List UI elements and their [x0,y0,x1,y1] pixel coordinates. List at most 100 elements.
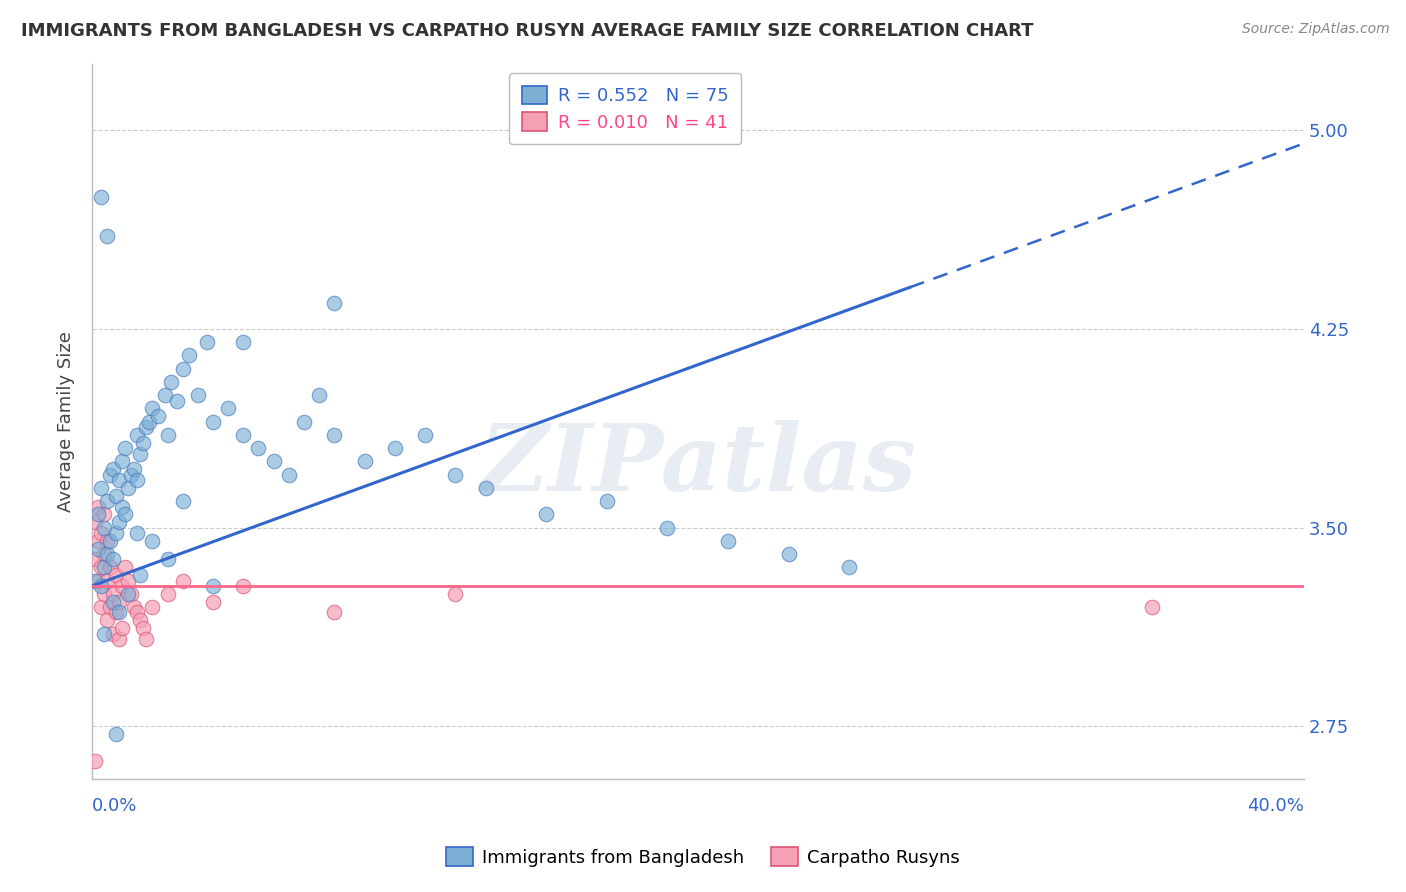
Point [1142,600,1164,615]
Point [87,533,110,548]
Point [120,467,142,482]
Point [129,446,152,460]
Point [98,560,121,574]
Point [96,574,118,588]
Point [93,508,115,522]
Point [98,533,121,548]
Point [108,516,131,530]
Point [444,467,467,482]
Point [111,621,134,635]
Point [108,595,131,609]
Point [101,462,124,476]
Point [717,533,740,548]
Point [111,500,134,514]
Point [83,552,105,566]
Point [536,508,558,522]
Point [232,428,254,442]
Point [93,560,115,574]
Point [657,521,679,535]
Point [172,574,194,588]
Point [87,508,110,522]
Point [105,606,128,620]
Point [132,621,155,635]
Point [202,415,225,429]
Point [96,494,118,508]
Point [141,600,163,615]
Point [111,454,134,468]
Text: 0.0%: 0.0% [91,797,138,815]
Point [122,600,145,615]
Point [108,632,131,646]
Point [132,436,155,450]
Point [263,454,285,468]
Point [127,473,149,487]
Point [308,388,330,402]
Point [90,600,112,615]
Point [323,606,346,620]
Point [172,494,194,508]
Point [217,401,239,416]
Point [101,552,124,566]
Point [83,516,105,530]
Point [114,441,136,455]
Point [778,547,800,561]
Point [87,500,110,514]
Point [93,521,115,535]
Point [195,335,218,350]
Point [93,547,115,561]
Point [127,428,149,442]
Point [108,606,131,620]
Text: IMMIGRANTS FROM BANGLADESH VS CARPATHO RUSYN AVERAGE FAMILY SIZE CORRELATION CHA: IMMIGRANTS FROM BANGLADESH VS CARPATHO R… [21,22,1033,40]
Point [87,541,110,556]
Point [122,462,145,476]
Point [156,587,179,601]
Point [83,754,105,768]
Legend: R = 0.552   N = 75, R = 0.010   N = 41: R = 0.552 N = 75, R = 0.010 N = 41 [509,73,741,145]
Point [96,229,118,244]
Point [156,428,179,442]
Y-axis label: Average Family Size: Average Family Size [58,331,75,512]
Point [93,626,115,640]
Point [413,428,436,442]
Point [135,420,157,434]
Point [148,409,170,424]
Point [96,533,118,548]
Point [129,568,152,582]
Point [129,614,152,628]
Point [166,393,188,408]
Point [108,473,131,487]
Point [111,579,134,593]
Point [117,587,139,601]
Point [838,560,860,574]
Point [90,579,112,593]
Point [120,587,142,601]
Point [156,552,179,566]
Point [135,632,157,646]
Legend: Immigrants from Bangladesh, Carpatho Rusyns: Immigrants from Bangladesh, Carpatho Rus… [439,840,967,874]
Point [138,415,160,429]
Point [172,361,194,376]
Point [384,441,406,455]
Point [277,467,299,482]
Point [153,388,176,402]
Point [141,401,163,416]
Point [114,508,136,522]
Point [127,606,149,620]
Point [202,595,225,609]
Point [93,587,115,601]
Point [323,428,346,442]
Point [105,727,128,741]
Point [127,526,149,541]
Point [105,568,128,582]
Point [187,388,209,402]
Point [159,375,181,389]
Point [177,349,200,363]
Point [117,574,139,588]
Point [98,600,121,615]
Text: Source: ZipAtlas.com: Source: ZipAtlas.com [1241,22,1389,37]
Point [101,626,124,640]
Point [141,533,163,548]
Point [105,526,128,541]
Point [323,295,346,310]
Point [96,614,118,628]
